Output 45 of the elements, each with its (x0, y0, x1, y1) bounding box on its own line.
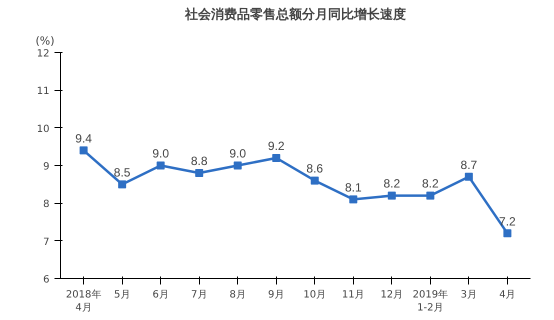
y-tick-label: 12 (36, 48, 50, 60)
x-tick-label: 2019年 1-2月 (412, 288, 448, 314)
data-label: 8.8 (190, 154, 208, 168)
point (195, 169, 204, 178)
y-tick-label: 11 (36, 86, 50, 98)
point (118, 180, 126, 188)
x-tick-label: 6月 (152, 290, 169, 300)
x-tick-label: 5月 (114, 290, 130, 300)
y-tick-label: 9 (43, 162, 50, 172)
chart-title: 社会消费品零售总额分月同比增长速度 (184, 6, 406, 22)
x-tick-label: 2018年 4月 (66, 288, 102, 314)
data-label: 7.2 (499, 214, 516, 228)
point (310, 176, 319, 185)
x-tick-label: 11月 (342, 290, 365, 300)
y-tick-label: 7 (43, 236, 50, 248)
point (80, 146, 88, 154)
point (426, 192, 434, 200)
data-label: 9.0 (152, 146, 170, 160)
x-tick-label: 10月 (303, 290, 326, 300)
x-tick-label: 4月 (499, 290, 516, 300)
data-label: 8.5 (114, 165, 131, 180)
data-label: 9.4 (75, 131, 92, 146)
x-tick-label: 3月 (460, 290, 478, 300)
data-label: 9.2 (268, 138, 285, 153)
y-tick-label: 8 (43, 199, 50, 210)
point (503, 229, 512, 238)
x-tick-label: 8月 (230, 290, 246, 300)
data-label: 8.7 (460, 158, 478, 172)
x-tick-label: 9月 (268, 290, 284, 300)
point (234, 162, 242, 170)
data-label: 9.0 (229, 146, 246, 160)
data-label: 8.2 (422, 176, 440, 191)
y-tick-label: 6 (43, 274, 50, 286)
point (349, 195, 358, 204)
point (464, 172, 473, 181)
data-label: 8.2 (383, 176, 400, 191)
point (388, 192, 396, 200)
point (156, 162, 165, 170)
point (272, 154, 280, 162)
x-tick-label: 12月 (380, 290, 404, 300)
data-label: 8.1 (344, 180, 362, 194)
x-tick-label: 7月 (191, 290, 208, 300)
y-axis-title: (%) (36, 34, 55, 48)
data-label: 8.6 (306, 162, 324, 176)
y-tick-label: 10 (36, 124, 50, 135)
